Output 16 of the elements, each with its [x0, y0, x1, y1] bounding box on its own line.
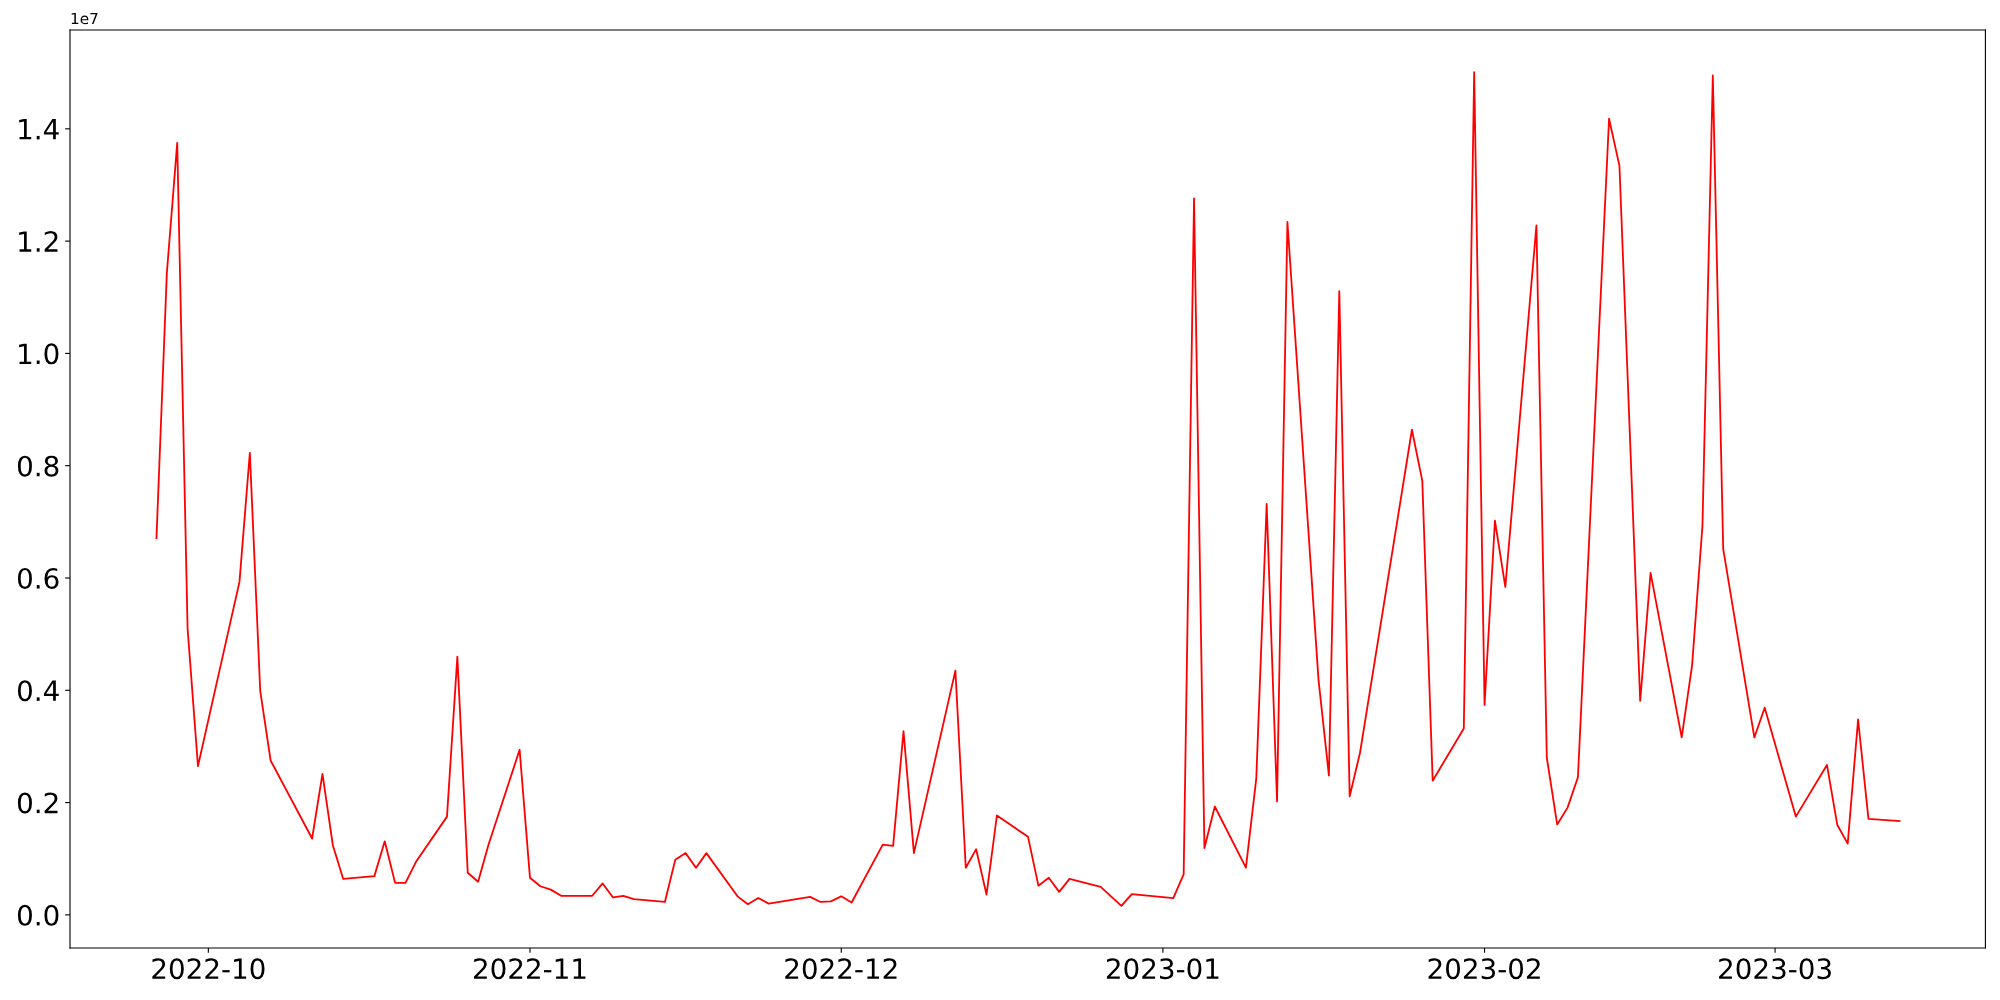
- y-tick-label: 1.2: [19, 231, 58, 252]
- x-tick-label: 2022-12: [785, 958, 897, 980]
- y-tick-label: 1.4: [19, 119, 59, 140]
- line-series: [155, 71, 1901, 907]
- x-tick-label: 2023-03: [1719, 958, 1831, 980]
- y-tick-label: 0.0: [17, 904, 59, 926]
- y-tick-label: 0.2: [17, 792, 58, 814]
- y-tick-label: 0.6: [17, 567, 59, 589]
- y-tick-label: 1.0: [19, 343, 59, 365]
- y-tick-label: 0.4: [17, 680, 59, 702]
- x-tick-label: 2023-01: [1106, 958, 1219, 980]
- x-tick-label: 2023-02: [1428, 958, 1540, 980]
- text: 1e7: [71, 12, 98, 25]
- y-tick-label: 0.8: [17, 455, 59, 477]
- x-tick-label: 2022-10: [152, 958, 265, 980]
- x-tick-label: 2022-11: [473, 958, 586, 980]
